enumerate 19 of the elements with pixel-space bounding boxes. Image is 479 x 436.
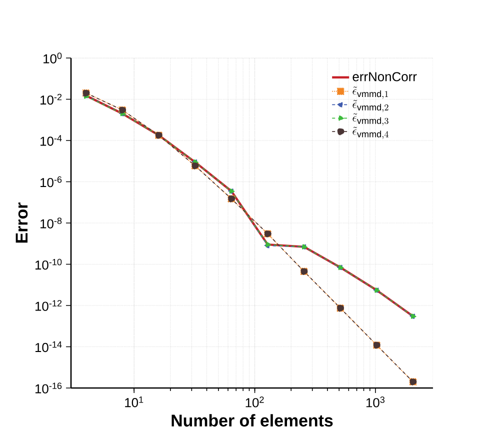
y-axis-title: Error — [16, 202, 28, 243]
legend-label: errNonCorr — [352, 72, 417, 82]
y-tick-label: 10$^{-8}$ — [40, 218, 62, 228]
y-tick-label: 10$^{-16}$ — [35, 382, 62, 394]
legend-label: $\tilde{\epsilon}_{\mathrm{vmmd},4}$ — [352, 126, 389, 139]
x-tick-label: 10$^{1}$ — [125, 396, 144, 408]
x-tick-label: 10$^{2}$ — [246, 396, 264, 408]
y-tick-label: 10$^{-14}$ — [35, 341, 62, 352]
legend-label: $\tilde{\epsilon}_{\mathrm{vmmd},2}$ — [352, 100, 388, 112]
legend-label: $\tilde{\epsilon}_{\mathrm{vmmd},1}$ — [352, 86, 388, 99]
y-tick-label: 10$^{-2}$ — [40, 94, 62, 105]
x-tick-label: 10$^{3}$ — [366, 396, 385, 408]
y-tick-label: 10$^{-6}$ — [40, 176, 62, 188]
y-tick-label: 10$^{-12}$ — [35, 300, 62, 311]
legend-label: $\tilde{\epsilon}_{\mathrm{vmmd},3}$ — [352, 113, 388, 126]
x-axis-title: Number of elements — [172, 414, 333, 427]
y-tick-label: 10$^{0}$ — [44, 52, 62, 64]
y-tick-label: 10$^{-4}$ — [40, 135, 62, 146]
y-tick-label: 10$^{-10}$ — [35, 258, 62, 270]
